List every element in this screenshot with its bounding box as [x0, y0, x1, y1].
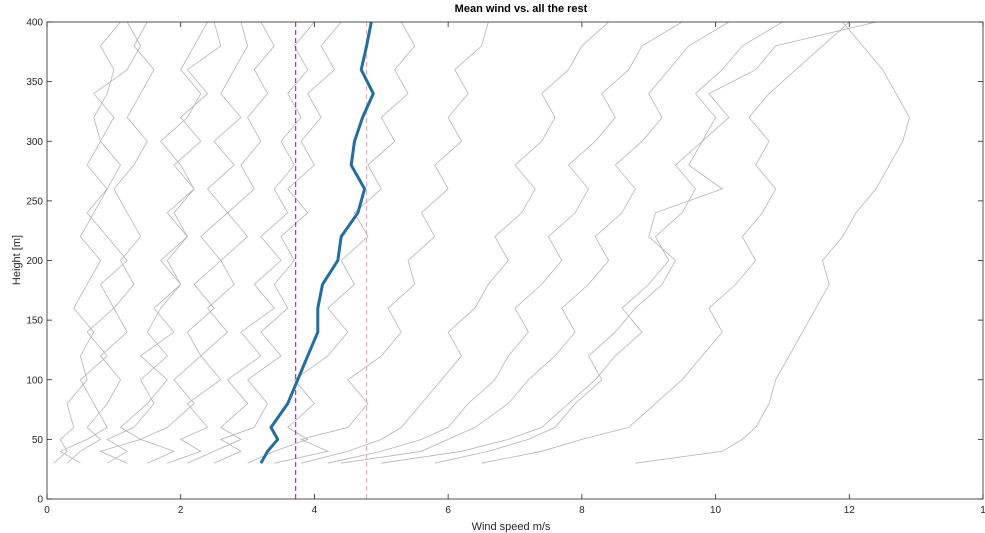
y-tick-label: 50: [32, 435, 44, 446]
y-axis-ticks: 0 50 100 150 200 250 300 350 400: [26, 18, 983, 506]
wind-profile-line: [59, 21, 142, 464]
x-tick-label: 8: [579, 505, 585, 516]
wind-profile-line: [274, 21, 489, 464]
y-tick-label: 400: [26, 18, 43, 29]
wind-profile-line: [635, 21, 910, 464]
x-axis-label: Wind speed m/s: [472, 521, 551, 533]
wind-profile-line: [247, 21, 416, 464]
y-tick-label: 150: [26, 316, 43, 327]
x-tick-label: 6: [445, 505, 451, 516]
mean-wind-line: [259, 21, 375, 464]
y-tick-label: 350: [26, 77, 43, 88]
x-tick-label: 0: [44, 505, 50, 516]
wind-profile-line: [381, 21, 783, 464]
plot-frame: [46, 21, 984, 500]
wind-profile-line: [481, 21, 850, 464]
profile-lines: [53, 21, 910, 464]
x-tick-label: 1: [980, 505, 985, 516]
wind-profile-line: [53, 21, 121, 464]
wind-profile-line: [106, 21, 208, 464]
y-tick-label: 300: [26, 137, 43, 148]
wind-profile-line: [139, 21, 249, 464]
x-axis-ticks: 0 2 4 6 8 10 12 1: [44, 22, 985, 516]
wind-profile-line: [341, 21, 730, 464]
mean-profile: [259, 21, 375, 464]
wind-profile-line: [99, 21, 222, 464]
y-tick-label: 250: [26, 196, 43, 207]
y-axis-label: Height [m]: [11, 235, 23, 285]
y-tick-label: 0: [37, 495, 43, 506]
x-tick-label: 10: [710, 505, 722, 516]
x-tick-label: 12: [844, 505, 856, 516]
wind-profile-line: [301, 21, 609, 464]
y-tick-label: 100: [26, 375, 43, 386]
chart-title: Mean wind vs. all the rest: [455, 3, 588, 15]
wind-profile-line: [66, 21, 155, 464]
wind-profile-line: [167, 21, 275, 464]
x-tick-label: 2: [178, 505, 184, 516]
wind-profile-line: [213, 21, 342, 464]
wind-profile-line: [327, 21, 683, 464]
wind-profile-line: [187, 21, 315, 464]
reference-lines: [295, 22, 368, 499]
y-tick-label: 200: [26, 256, 43, 267]
wind-profile-line: [434, 21, 877, 464]
x-tick-label: 4: [312, 505, 318, 516]
